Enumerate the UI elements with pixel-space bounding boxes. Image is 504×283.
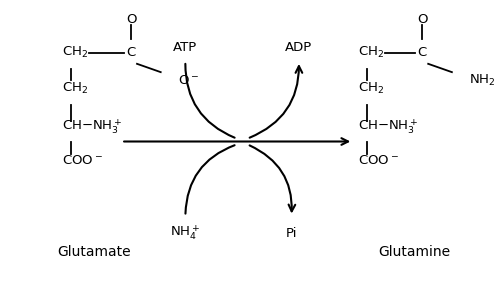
Text: CH$_2$: CH$_2$ [62,81,88,96]
Text: NH$_2$: NH$_2$ [469,73,495,88]
Text: O: O [126,13,137,26]
Text: Pi: Pi [286,227,297,239]
Text: CH$_2$: CH$_2$ [358,81,385,96]
Text: ATP: ATP [173,41,198,54]
Text: O: O [417,13,427,26]
Text: ADP: ADP [285,41,312,54]
Text: Glutamate: Glutamate [57,245,131,260]
Text: CH$_2$: CH$_2$ [358,45,385,60]
Text: CH$-$NH$_3^+$: CH$-$NH$_3^+$ [358,117,418,136]
Text: O$^-$: O$^-$ [178,74,199,87]
Text: NH$_4^+$: NH$_4^+$ [170,224,201,243]
Text: C: C [418,46,427,59]
Text: COO$^-$: COO$^-$ [358,155,399,168]
Text: C: C [127,46,136,59]
Text: CH$_2$: CH$_2$ [62,45,88,60]
Text: Glutamine: Glutamine [378,245,450,260]
Text: CH$-$NH$_3^+$: CH$-$NH$_3^+$ [62,117,122,136]
Text: COO$^-$: COO$^-$ [62,155,103,168]
